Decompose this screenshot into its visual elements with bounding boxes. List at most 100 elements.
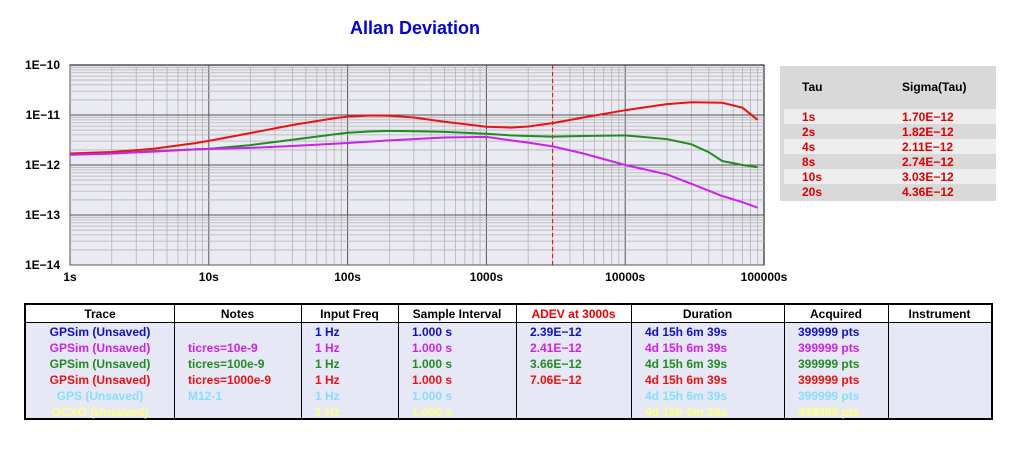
trace-cell: 4d 15h 6m 39s — [645, 405, 728, 419]
tau-row: 8s 2.74E−12 — [784, 154, 996, 169]
trace-cell: 4d 15h 6m 39s — [645, 325, 728, 339]
trace-cell: 3.66E−12 — [530, 357, 582, 371]
column-divider — [888, 305, 889, 418]
trace-cell: OCXO (Unsaved) — [51, 405, 149, 419]
trace-row[interactable]: GPS (Unsaved) M12-1 1 Hz 1.000 s 4d 15h 6m 3… — [26, 388, 991, 404]
trace-cell: 1.000 s — [412, 357, 453, 371]
tau-value: 4s — [802, 140, 816, 154]
trace-cell: 2.39E−12 — [530, 325, 582, 339]
trace-cell: 1 Hz — [315, 405, 340, 419]
trace-table: Trace Notes Input Freq Sample Interval ADEV … — [24, 303, 993, 420]
sigma-value: 4.36E−12 — [902, 185, 954, 199]
column-divider — [784, 305, 785, 418]
tau-row: 10s 3.03E−12 — [784, 169, 996, 184]
y-tick-labels: 1E−10 1E−11 1E−12 1E−13 1E−14 — [25, 58, 60, 272]
trace-cell: 399999 pts — [798, 389, 860, 403]
trace-table-header: Trace Notes Input Freq Sample Interval ADEV … — [26, 305, 991, 323]
trace-row[interactable]: GPSim (Unsaved) ticres=1000e-9 1 Hz 1.000 s… — [26, 372, 991, 388]
trace-row[interactable]: GPSim (Unsaved) 1 Hz 1.000 s 2.39E−12 4d 15h… — [26, 324, 991, 340]
sigma-value: 1.82E−12 — [902, 125, 954, 139]
column-header: Duration — [682, 307, 733, 321]
trace-cell: 4d 15h 6m 39s — [645, 373, 728, 387]
trace-cell: ticres=10e-9 — [188, 341, 258, 355]
trace-cell: ticres=100e-9 — [188, 357, 265, 371]
trace-cell: 4d 15h 6m 39s — [645, 389, 728, 403]
trace-cell: 399999 pts — [798, 357, 860, 371]
trace-cell: 1 Hz — [315, 341, 340, 355]
trace-cell: M12-1 — [188, 389, 223, 403]
y-tick-label: 1E−12 — [25, 158, 60, 172]
series-line-1 — [69, 101, 759, 155]
trace-cell: 1.000 s — [412, 341, 453, 355]
trace-cell: 1 Hz — [315, 373, 340, 387]
trace-cell: 4d 15h 6m 39s — [645, 341, 728, 355]
chart-title: Allan Deviation — [349, 18, 481, 38]
column-header: Trace — [84, 307, 116, 321]
column-divider — [301, 305, 302, 418]
tau-value: 1s — [802, 110, 816, 124]
column-divider — [174, 305, 175, 418]
sigma-value: 3.03E−12 — [902, 170, 954, 184]
y-tick-label: 1E−10 — [25, 58, 60, 72]
trace-cell: 1 Hz — [315, 357, 340, 371]
tau-header: Tau — [802, 80, 823, 94]
column-header: Instrument — [908, 307, 971, 321]
trace-cell: 1 Hz — [315, 325, 340, 339]
trace-cell: 1.000 s — [412, 389, 453, 403]
trace-cell: GPSim (Unsaved) — [49, 325, 151, 339]
column-divider — [516, 305, 517, 418]
adev-plot: 1s 10s 100s 1000s 10000s 100000s 1E−101E−111E… — [25, 58, 788, 284]
x-tick-label: 100000s — [741, 270, 788, 284]
trace-cell: GPSim (Unsaved) — [49, 357, 151, 371]
tau-value: 2s — [802, 125, 816, 139]
x-tick-label: 10s — [199, 270, 219, 284]
trace-cell: 399999 pts — [798, 373, 860, 387]
y-tick-label: 1E−11 — [26, 108, 61, 122]
tau-value: 8s — [802, 155, 816, 169]
tau-row: 1s 1.70E−12 — [784, 109, 996, 124]
trace-cell: 399999 pts — [798, 325, 860, 339]
trace-cell: 7.06E−12 — [530, 373, 582, 387]
trace-row[interactable]: OCXO (Unsaved) 1 Hz 1.000 s 4d 15h 6m 39s 39… — [26, 404, 991, 420]
column-header: Acquired — [809, 307, 862, 321]
trace-row[interactable]: GPSim (Unsaved) ticres=10e-9 1 Hz 1.000 s 2.… — [26, 340, 991, 356]
column-divider — [631, 305, 632, 418]
trace-cell: 4d 15h 6m 39s — [645, 357, 728, 371]
column-divider — [398, 305, 399, 418]
trace-cell: 1.000 s — [412, 373, 453, 387]
x-tick-labels: 1s 10s 100s 1000s 10000s 100000s — [63, 270, 787, 284]
trace-cell: 1.000 s — [412, 405, 453, 419]
trace-cell: ticres=1000e-9 — [188, 373, 272, 387]
x-tick-label: 100s — [334, 270, 361, 284]
x-tick-label: 1000s — [470, 270, 504, 284]
trace-cell: 399999 pts — [798, 405, 860, 419]
column-header: Input Freq — [320, 307, 379, 321]
tau-sigma-panel: Tau Sigma(Tau) 1s 1.70E−12 2s 1.82E−12 4s 2.1… — [780, 66, 996, 201]
sigma-value: 2.11E−12 — [902, 140, 954, 154]
trace-row[interactable]: GPSim (Unsaved) ticres=100e-9 1 Hz 1.000 s 3… — [26, 356, 991, 372]
trace-cell: GPSim (Unsaved) — [49, 341, 151, 355]
y-tick-label: 1E−13 — [25, 208, 60, 222]
column-header: Sample Interval — [412, 307, 502, 321]
trace-cell: GPSim (Unsaved) — [49, 373, 151, 387]
sigma-value: 2.74E−12 — [902, 155, 954, 169]
tau-row: 20s 4.36E−12 — [784, 184, 996, 199]
tau-rows: 1s 1.70E−12 2s 1.82E−12 4s 2.11E−12 8s 2.74E−12… — [784, 109, 996, 199]
trace-cell: 2.41E−12 — [530, 341, 582, 355]
series-line-3 — [69, 135, 758, 209]
column-header: ADEV at 3000s — [531, 307, 616, 321]
tau-value: 20s — [802, 185, 823, 199]
trace-cell: 1.000 s — [412, 325, 453, 339]
tau-row: 4s 2.11E−12 — [784, 139, 996, 154]
sigma-header: Sigma(Tau) — [902, 80, 967, 94]
series-lines — [69, 101, 759, 209]
y-tick-label: 1E−14 — [25, 258, 60, 272]
x-tick-label: 10000s — [605, 270, 645, 284]
trace-cell: GPS (Unsaved) — [56, 389, 144, 403]
column-header: Notes — [220, 307, 255, 321]
tau-value: 10s — [802, 170, 823, 184]
trace-cell: 1 Hz — [315, 389, 340, 403]
x-tick-label: 1s — [63, 270, 77, 284]
tau-row: 2s 1.82E−12 — [784, 124, 996, 139]
sigma-value: 1.70E−12 — [902, 110, 954, 124]
